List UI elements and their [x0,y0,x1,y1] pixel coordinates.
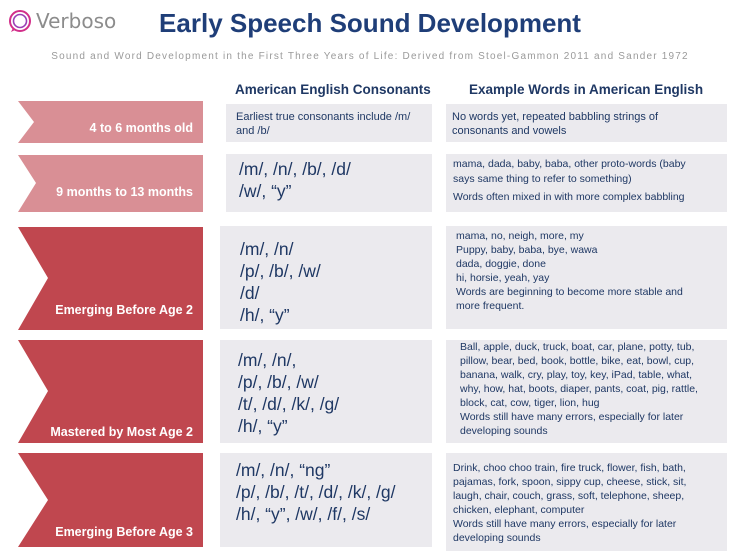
examples-cell: Ball, apple, duck, truck, boat, car, pla… [446,340,727,443]
example-line: Words are beginning to become more stabl… [456,286,683,298]
age-arrow [18,340,203,443]
brand-name: Verboso [36,9,117,33]
example-line: developing sounds [460,425,548,437]
consonant-line: /h/, “y” [238,416,288,436]
consonant-line: /p/, /b/, /t/, /d/, /k/, /g/ [236,482,396,502]
example-line: Puppy, baby, baba, bye, wawa [456,244,598,256]
consonant-line: /m/, /n/ [240,239,294,259]
age-label: 9 months to 13 months [56,185,193,199]
example-line: says same thing to refer to something) [453,173,632,185]
consonant-line: /p/, /b/, /w/ [238,372,319,392]
example-line: block, cat, cow, tiger, lion, hug [460,397,600,409]
example-line: No words yet, repeated babbling strings … [452,111,659,123]
example-line: chicken, elephant, computer [453,504,585,516]
example-line: developing sounds [453,532,541,544]
example-line: Ball, apple, duck, truck, boat, car, pla… [460,341,695,353]
consonants-cell: Earliest true consonants include /m/ and… [226,104,432,142]
example-line: laugh, chair, couch, grass, soft, teleph… [453,490,685,502]
examples-cell: Drink, choo choo train, fire truck, flow… [446,453,727,551]
logo: Verboso [8,8,116,34]
age-arrow [18,227,203,330]
example-line: consonants and vowels [452,125,567,137]
example-line: pajamas, fork, spoon, sippy cup, cheese,… [453,476,687,488]
consonant-line: /t/, /d/, /k/, /g/ [238,394,340,414]
consonant-line: /h/, “y”, /w/, /f/, /s/ [236,504,371,524]
example-line: pillow, bear, bed, book, bottle, bike, e… [460,355,695,367]
consonant-line: /m/, /n/, [238,350,297,370]
example-line: mama, dada, baby, baba, other proto-word… [453,158,686,170]
consonants-cell: /m/, /n/ /p/, /b/, /w/ /d/ /h/, “y” [220,226,432,329]
example-line: Words still have many errors, especially… [460,411,684,423]
example-line: Words still have many errors, especially… [453,518,677,530]
example-line: Drink, choo choo train, fire truck, flow… [453,462,686,474]
examples-cell: No words yet, repeated babbling strings … [446,104,727,142]
consonant-line: /d/ [240,283,260,303]
age-arrow [18,155,203,212]
example-line: dada, doggie, done [456,258,546,270]
age-arrow [18,101,203,143]
consonant-line: and /b/ [236,125,270,137]
consonant-line: Earliest true consonants include /m/ [236,111,411,123]
page-title: Early Speech Sound Development [159,8,581,38]
age-label: Emerging Before Age 2 [55,303,193,317]
examples-cell: mama, no, neigh, more, my Puppy, baby, b… [446,226,727,329]
consonant-line: /m/, /n/, /b/, /d/ [239,159,351,179]
consonants-cell: /m/, /n/, “ng” /p/, /b/, /t/, /d/, /k/, … [220,453,432,547]
age-label: 4 to 6 months old [89,121,193,135]
example-line: why, how, hat, boots, diaper, pants, coa… [460,383,698,395]
example-line: Words often mixed in with more complex b… [453,191,685,203]
consonants-cell: /m/, /n/, /p/, /b/, /w/ /t/, /d/, /k/, /… [220,340,432,443]
example-line: more frequent. [456,300,525,312]
example-line: mama, no, neigh, more, my [456,230,584,242]
consonant-line: /p/, /b/, /w/ [240,261,321,281]
consonants-column-header: American English Consonants [235,82,431,97]
example-line: hi, horsie, yeah, yay [456,272,550,284]
age-label: Mastered by Most Age 2 [50,425,193,439]
speech-bubble-icon [9,10,31,32]
consonants-cell: /m/, /n/, /b/, /d/ /w/, “y” [226,154,432,212]
consonant-line: /h/, “y” [240,305,290,325]
examples-column-header: Example Words in American English [469,82,704,97]
example-line: banana, walk, cry, play, toy, key, iPad,… [460,369,693,381]
age-label: Emerging Before Age 3 [55,525,193,539]
examples-cell: mama, dada, baby, baba, other proto-word… [446,154,727,212]
age-arrow [18,453,203,547]
page-subtitle: Sound and Word Development in the First … [51,51,689,62]
consonant-line: /m/, /n/, “ng” [236,460,331,480]
consonant-line: /w/, “y” [239,181,292,201]
